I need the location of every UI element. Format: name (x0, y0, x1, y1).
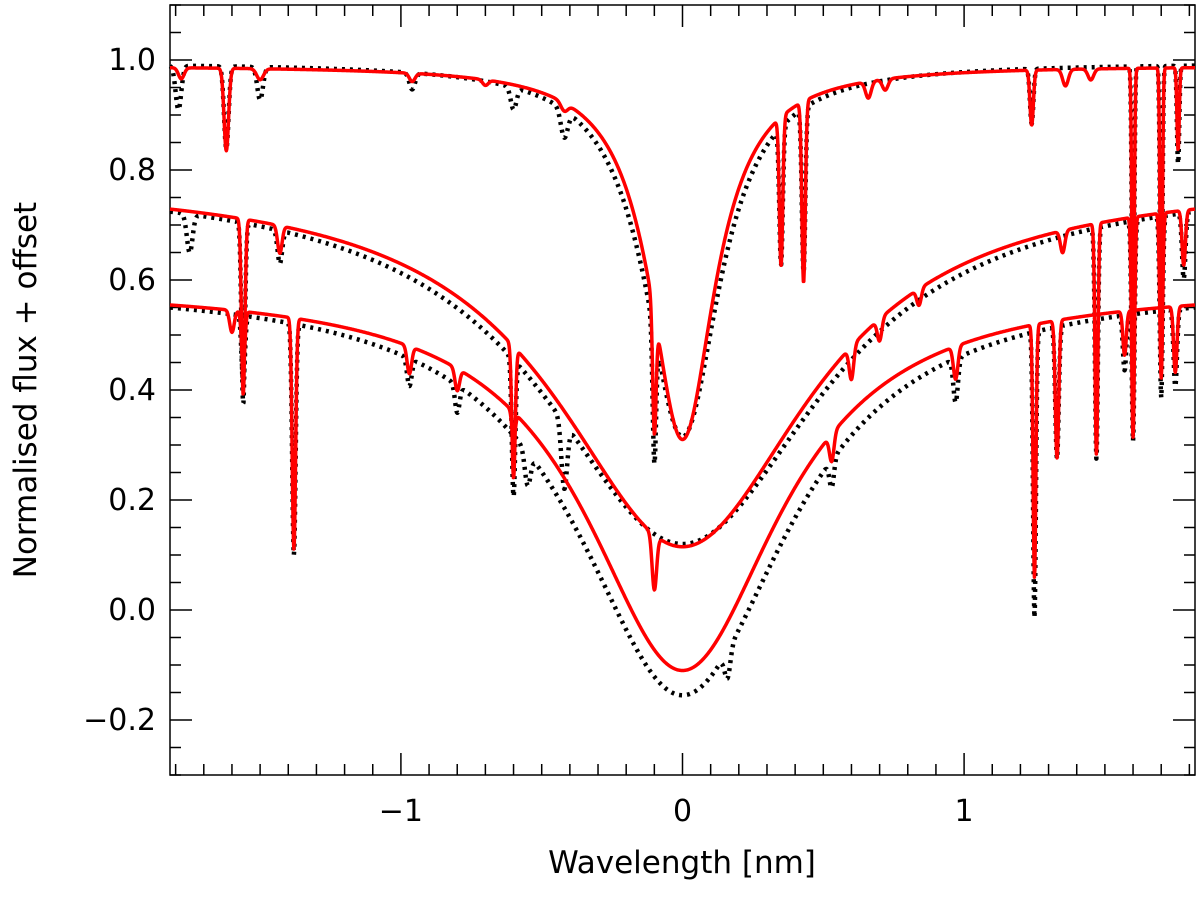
plot-frame (169, 4, 1196, 776)
y-tick-label: 0.2 (108, 483, 156, 518)
x-tick-label: −1 (379, 794, 423, 829)
y-tick-labels: −0.2 0.0 0.2 0.4 0.6 0.8 1.0 (83, 43, 156, 738)
axis-ticks (170, 4, 1195, 776)
series-top-observed (168, 63, 1197, 466)
y-tick-label: 0.6 (108, 263, 156, 298)
series-bottom-model (168, 303, 1197, 673)
y-tick-label: 1.0 (108, 43, 156, 78)
series-middle-observed (168, 209, 1197, 547)
x-axis-title: Wavelength [nm] (548, 845, 816, 881)
y-axis-title: Normalised flux + offset (8, 202, 44, 578)
x-tick-labels: −1 0 1 (379, 794, 974, 829)
y-tick-label: −0.2 (83, 703, 156, 738)
y-tick-label: 0.0 (108, 593, 156, 628)
series-top-model (168, 65, 1197, 442)
y-tick-label: 0.4 (108, 373, 156, 408)
series-layer (168, 63, 1197, 698)
series-bottom-observed (168, 305, 1197, 698)
x-tick-label: 0 (673, 794, 692, 829)
y-tick-label: 0.8 (108, 153, 156, 188)
series-middle-model (168, 207, 1197, 592)
x-tick-label: 1 (955, 794, 974, 829)
